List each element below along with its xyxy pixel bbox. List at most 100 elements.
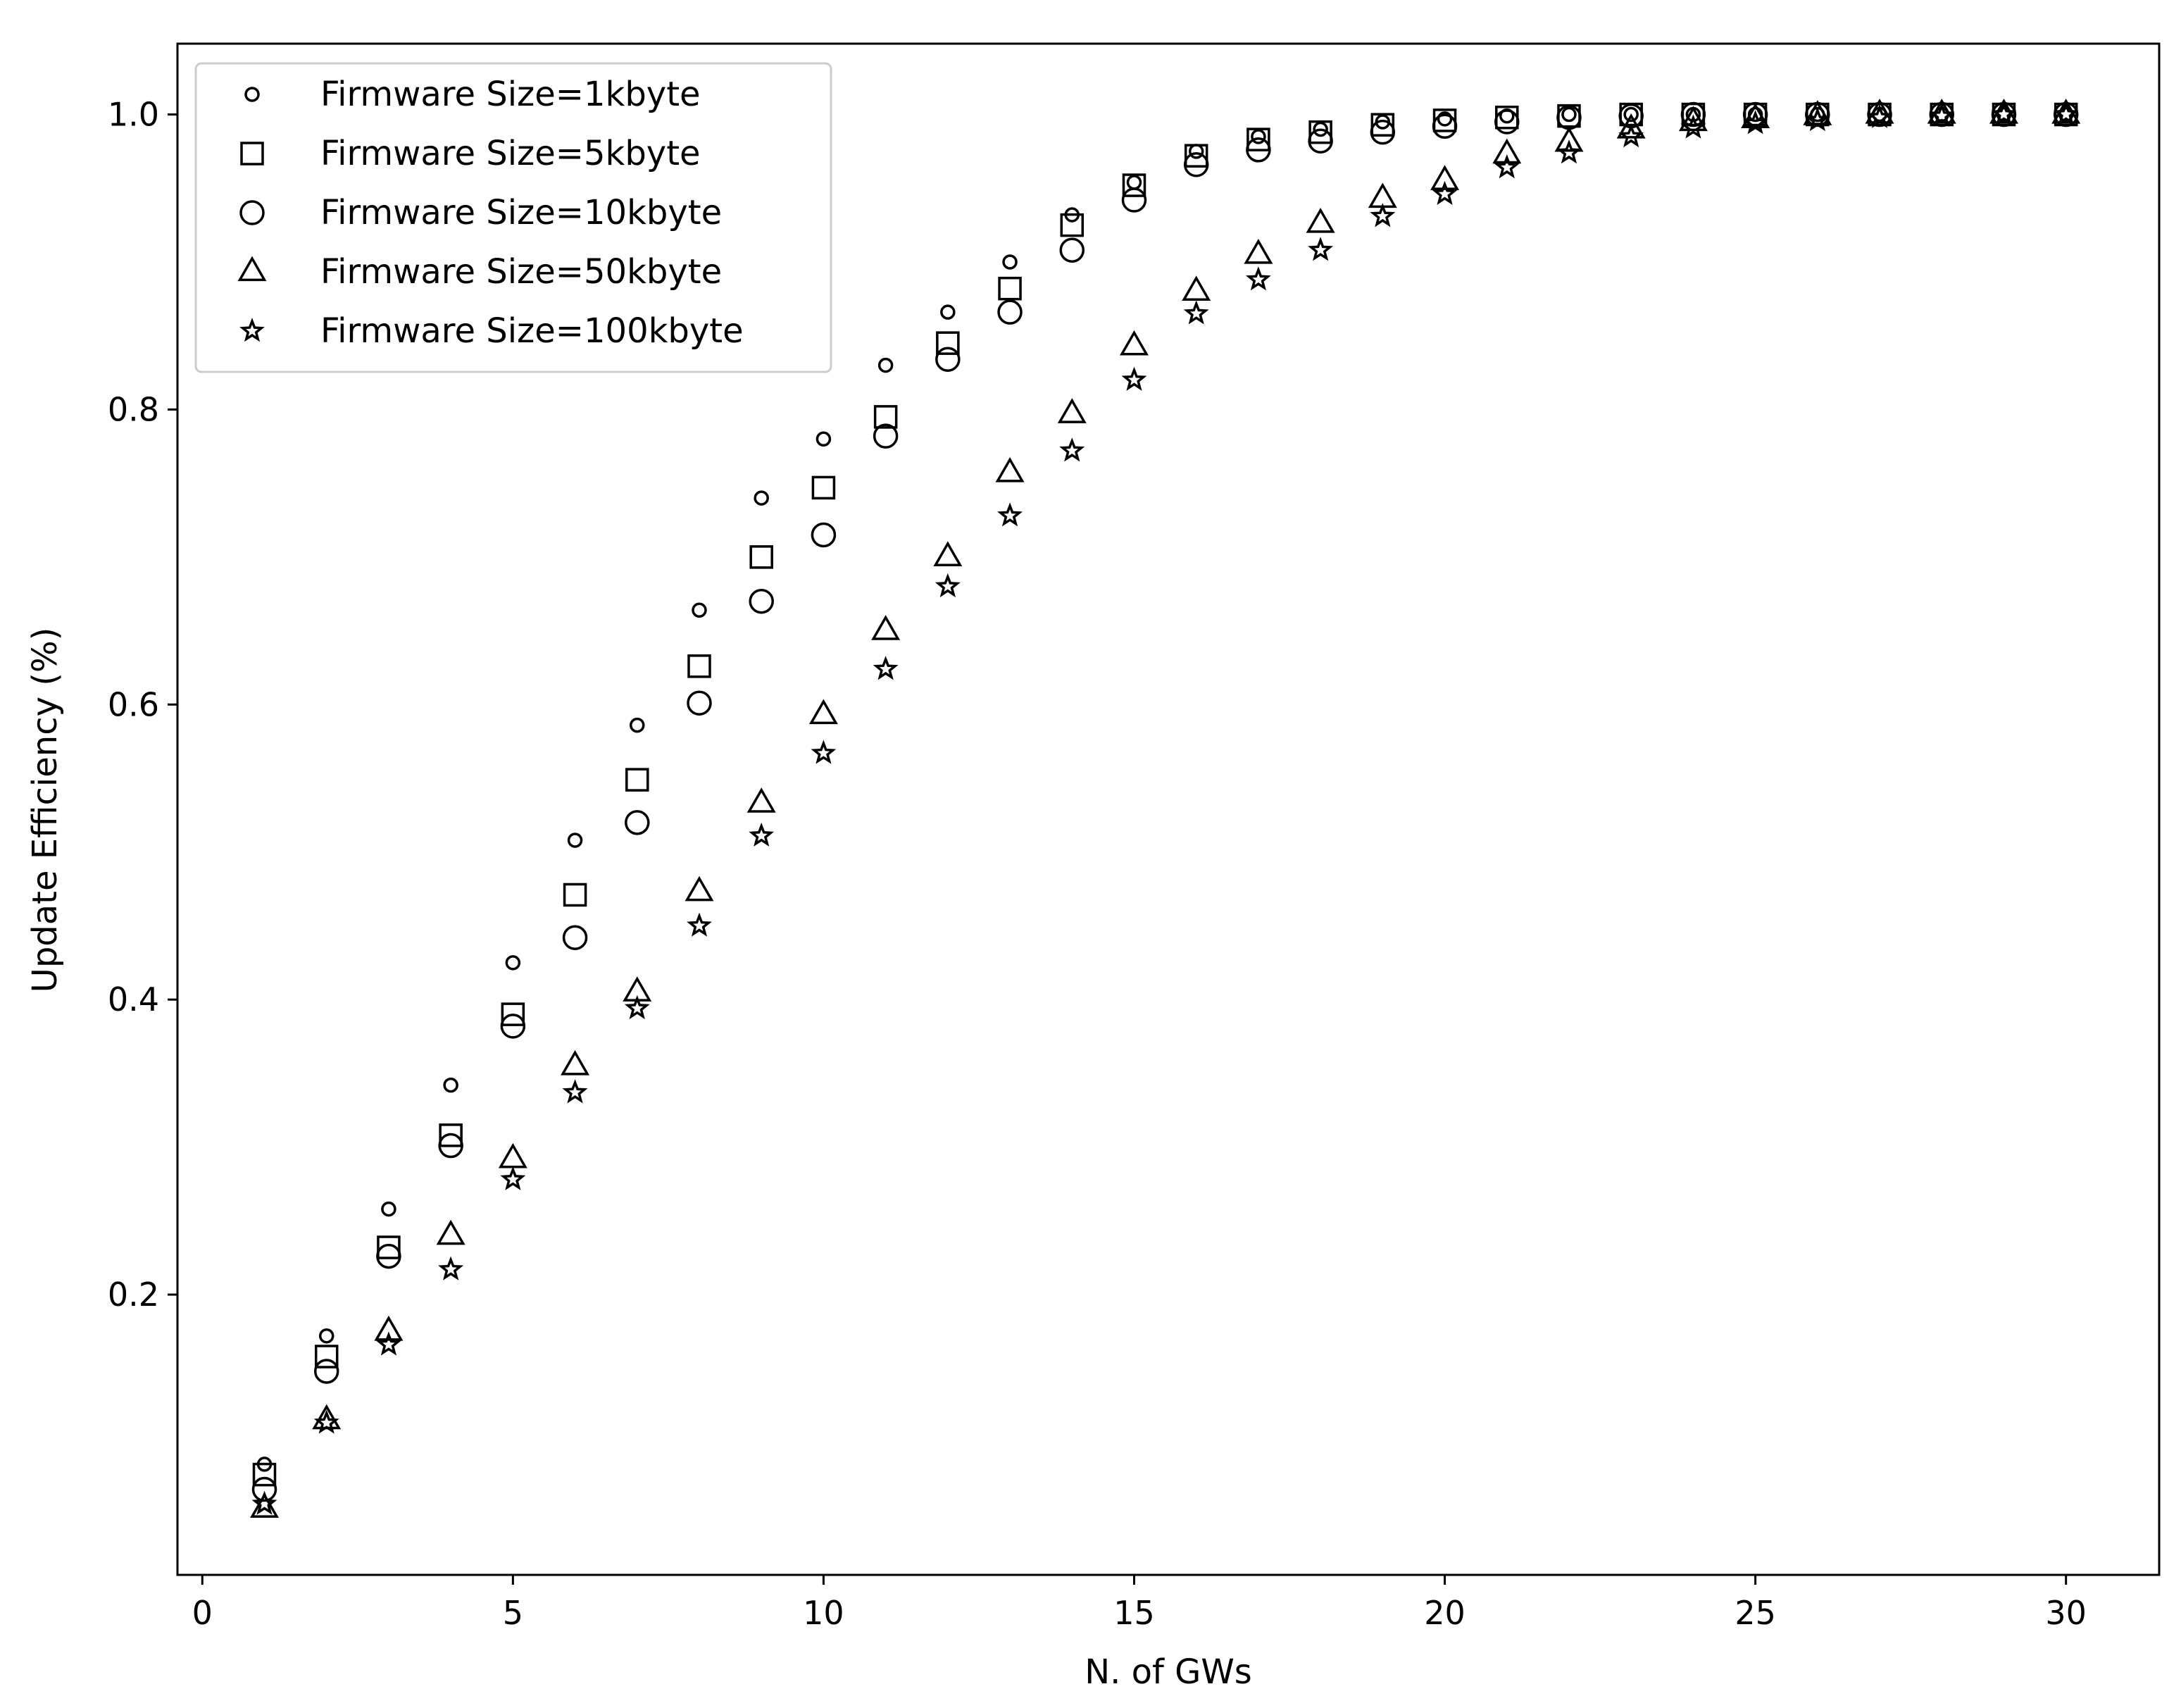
y-tick-label: 0.4 (108, 980, 159, 1018)
data-point (1183, 151, 1209, 177)
data-point (1246, 137, 1271, 163)
data-point (562, 1079, 588, 1104)
data-point (877, 357, 894, 373)
data-point (1618, 123, 1644, 148)
data-point (1370, 119, 1396, 145)
data-point (438, 1133, 463, 1159)
x-tick-label: 10 (803, 1594, 844, 1632)
data-point (811, 522, 837, 548)
data-point (1308, 237, 1334, 261)
data-point (808, 699, 838, 725)
legend-marker (244, 87, 260, 102)
data-point (873, 405, 898, 429)
data-point (1059, 437, 1085, 462)
data-point (749, 545, 773, 569)
data-point (936, 331, 960, 355)
data-point (873, 423, 899, 449)
data-point (815, 431, 832, 447)
y-tick-label: 0.6 (108, 685, 159, 723)
data-point (1122, 173, 1146, 197)
data-point (1554, 126, 1584, 152)
data-point (1929, 102, 1955, 127)
y-axis-label: Update Efficiency (%) (25, 628, 65, 993)
data-point (1246, 127, 1270, 151)
data-point (1430, 165, 1460, 190)
data-point (249, 1492, 280, 1518)
data-point (1308, 120, 1332, 144)
data-point (625, 810, 650, 835)
data-point (1742, 110, 1768, 135)
data-point (1680, 101, 1706, 127)
data-point (252, 1462, 277, 1487)
series-5 (251, 101, 2079, 1515)
data-point (313, 1359, 339, 1384)
data-point (567, 833, 583, 848)
data-point (376, 1243, 401, 1269)
data-point (439, 1123, 463, 1147)
data-point (1121, 187, 1147, 213)
data-point (1494, 154, 1520, 179)
data-point (438, 1256, 464, 1280)
data-point (377, 1235, 401, 1259)
data-point (749, 822, 775, 847)
data-point (443, 1077, 458, 1093)
data-point (995, 456, 1025, 482)
data-point (1432, 180, 1458, 205)
data-point (318, 1328, 335, 1344)
data-point (381, 1201, 396, 1217)
data-point (1680, 114, 1706, 139)
plot-frame (176, 42, 2161, 1576)
data-point (997, 502, 1023, 527)
data-point (1245, 266, 1271, 291)
legend-entry: Firmware Size=5kbyte (240, 134, 701, 173)
data-point (500, 1014, 526, 1039)
data-point (1494, 109, 1520, 135)
data-point (1678, 106, 1708, 132)
legend-marker (237, 256, 267, 282)
legend-entries: Firmware Size=1kbyte Firmware Size=5kbyte… (237, 75, 744, 351)
data-point (505, 955, 521, 971)
x-tick-label: 30 (2045, 1594, 2087, 1632)
legend-entry: Firmware Size=50kbyte (237, 252, 722, 292)
data-point (1556, 139, 1582, 164)
data-point (871, 615, 901, 640)
data-point (2053, 101, 2079, 125)
data-point (436, 1219, 465, 1245)
data-point (1121, 366, 1147, 391)
data-point (1561, 106, 1577, 123)
x-axis-ticks: 0 5 10 15 20 25 30 (192, 1575, 2087, 1632)
data-point (501, 1002, 525, 1026)
data-point (811, 740, 837, 764)
data-point (1432, 113, 1458, 139)
data-point (687, 654, 711, 678)
data-point (746, 787, 776, 813)
data-point (624, 995, 650, 1020)
data-point (685, 875, 714, 902)
legend-label: Firmware Size=10kbyte (320, 193, 722, 232)
data-point (754, 490, 769, 506)
data-point (692, 602, 707, 618)
data-point (1251, 129, 1266, 144)
data-point (1437, 111, 1453, 127)
data-point (1313, 121, 1328, 137)
data-point (630, 717, 645, 733)
data-point (563, 883, 587, 907)
data-point (1308, 128, 1333, 154)
legend-entry: Firmware Size=100kbyte (239, 311, 744, 351)
data-point (375, 1331, 401, 1356)
data-point (935, 347, 961, 372)
data-point (314, 1345, 339, 1369)
x-axis-label: N. of GWs (1085, 1652, 1252, 1692)
data-point (998, 276, 1022, 301)
x-tick-label: 20 (1424, 1594, 1466, 1632)
data-point (1616, 113, 1646, 139)
data-point (1119, 330, 1149, 356)
data-point (561, 1049, 590, 1076)
data-point (1867, 104, 1893, 128)
data-point (687, 912, 712, 937)
legend-marker (239, 200, 265, 225)
data-point (500, 1166, 526, 1190)
x-tick-label: 5 (503, 1594, 523, 1632)
data-point (873, 656, 899, 680)
